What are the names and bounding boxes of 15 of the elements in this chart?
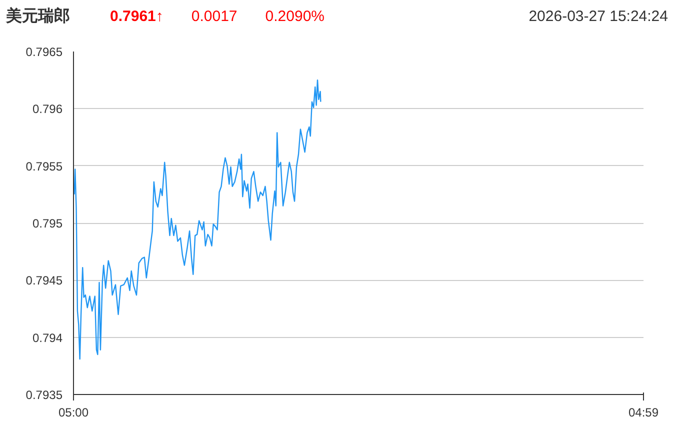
x-tick-label: 04:59 [628, 406, 659, 420]
text: 0.0017 [191, 8, 238, 25]
line-series [74, 79, 322, 360]
y-tick-label: 0.7965 [26, 45, 63, 59]
y-tick-label: 0.795 [32, 216, 63, 230]
text: 2026-03-27 15:24:24 [528, 8, 668, 25]
chart-title: 美元瑞郎 [6, 8, 70, 25]
y-tick-label: 0.7945 [26, 274, 63, 288]
y-tick-label: 0.794 [32, 330, 63, 345]
x-tick-label: 05:00 [58, 406, 89, 420]
text: 0.2090% [265, 8, 324, 25]
y-tick-label: 0.796 [32, 102, 63, 116]
text: 0.7961↑ [110, 8, 164, 25]
y-tick-label: 0.7955 [26, 159, 63, 174]
y-tick-label: 0.7935 [26, 388, 63, 402]
